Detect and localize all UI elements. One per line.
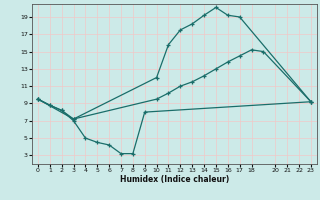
- X-axis label: Humidex (Indice chaleur): Humidex (Indice chaleur): [120, 175, 229, 184]
